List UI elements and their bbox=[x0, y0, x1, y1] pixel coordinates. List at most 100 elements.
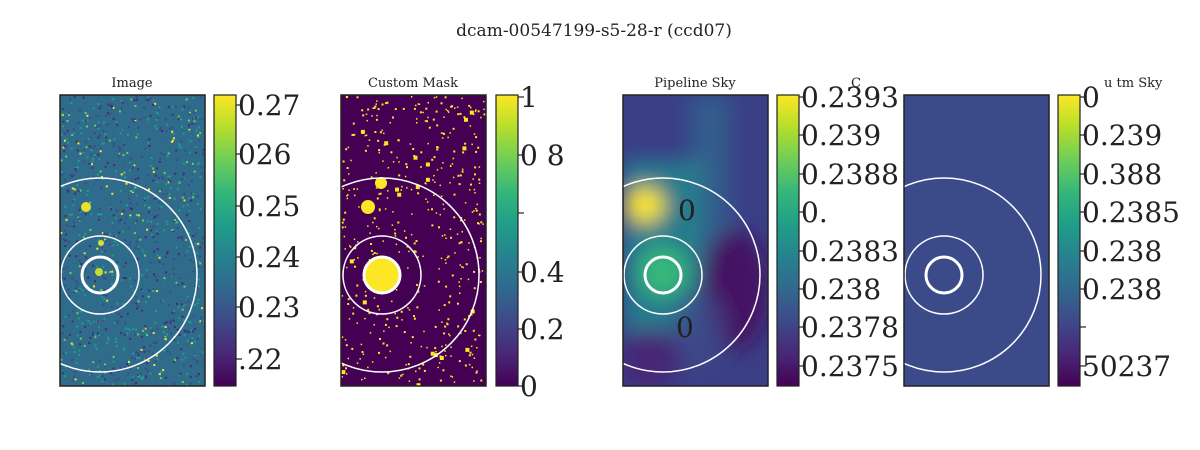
noise-pixel bbox=[186, 372, 189, 375]
mask-speck bbox=[453, 193, 456, 196]
noise-pixel bbox=[128, 125, 131, 128]
noise-pixel bbox=[174, 221, 177, 224]
noise-pixel bbox=[137, 265, 140, 268]
noise-pixel bbox=[79, 287, 81, 290]
noise-pixel bbox=[160, 197, 163, 200]
noise-pixel bbox=[73, 346, 76, 349]
colorbar bbox=[213, 94, 237, 387]
noise-pixel bbox=[66, 266, 69, 269]
noise-pixel bbox=[160, 300, 163, 303]
noise-pixel bbox=[76, 184, 79, 186]
noise-pixel bbox=[112, 145, 115, 148]
mask-speck bbox=[454, 107, 456, 109]
mask-speck bbox=[368, 139, 371, 141]
noise-pixel bbox=[201, 361, 204, 364]
noise-pixel bbox=[195, 232, 197, 235]
noise-pixel bbox=[155, 354, 158, 357]
mask-speck bbox=[469, 125, 472, 127]
mask-speck bbox=[368, 259, 371, 261]
noise-pixel bbox=[124, 242, 127, 245]
noise-pixel bbox=[118, 313, 121, 316]
mask-speck bbox=[444, 350, 446, 352]
mask-speck bbox=[343, 179, 346, 182]
noise-pixel bbox=[131, 222, 134, 225]
noise-pixel bbox=[153, 147, 156, 150]
noise-pixel bbox=[172, 132, 175, 135]
noise-pixel bbox=[155, 259, 158, 262]
noise-pixel bbox=[94, 344, 97, 347]
mask-speck bbox=[358, 206, 360, 208]
noise-pixel bbox=[183, 245, 186, 248]
noise-pixel bbox=[200, 160, 203, 162]
noise-pixel bbox=[97, 178, 99, 181]
noise-pixel bbox=[173, 326, 176, 328]
noise-pixel bbox=[201, 374, 204, 377]
noise-pixel bbox=[127, 327, 130, 330]
noise-pixel bbox=[132, 381, 135, 384]
noise-pixel bbox=[145, 357, 148, 360]
noise-pixel bbox=[192, 315, 195, 318]
noise-pixel bbox=[162, 369, 165, 372]
mask-speck bbox=[341, 336, 344, 338]
noise-pixel bbox=[85, 163, 88, 166]
noise-pixel bbox=[129, 157, 132, 160]
mask-speck bbox=[374, 105, 377, 108]
noise-pixel bbox=[180, 137, 182, 140]
noise-pixel bbox=[183, 200, 186, 203]
noise-pixel bbox=[173, 361, 175, 363]
noise-pixel bbox=[135, 136, 138, 139]
noise-pixel bbox=[148, 145, 151, 147]
mask-speck bbox=[346, 373, 348, 375]
noise-pixel bbox=[181, 238, 184, 241]
mask-speck bbox=[383, 132, 385, 135]
mask-speck bbox=[384, 323, 387, 326]
noise-pixel bbox=[76, 283, 79, 286]
noise-pixel bbox=[146, 362, 149, 364]
noise-pixel bbox=[132, 352, 135, 355]
noise-pixel bbox=[108, 243, 111, 246]
noise-pixel bbox=[124, 277, 127, 280]
mask-speck bbox=[354, 247, 357, 250]
mask-speck bbox=[475, 209, 478, 212]
noise-pixel bbox=[155, 178, 158, 181]
noise-pixel bbox=[151, 317, 154, 320]
noise-pixel bbox=[149, 261, 152, 264]
noise-pixel bbox=[97, 136, 100, 139]
noise-pixel bbox=[166, 293, 169, 296]
mask-speck bbox=[480, 379, 483, 382]
noise-pixel bbox=[97, 213, 100, 216]
mask-speck bbox=[469, 189, 471, 191]
noise-pixel bbox=[130, 179, 133, 182]
mask-speck bbox=[478, 223, 480, 225]
noise-pixel bbox=[68, 314, 70, 317]
mask-speck bbox=[364, 149, 367, 152]
noise-pixel bbox=[171, 144, 174, 147]
noise-pixel bbox=[83, 149, 86, 152]
noise-pixel bbox=[113, 374, 116, 377]
colorbar-tick-label: 0.2375 bbox=[801, 350, 899, 383]
mask-speck bbox=[465, 263, 468, 266]
noise-pixel bbox=[117, 378, 120, 380]
mask-speck bbox=[445, 354, 447, 357]
noise-pixel bbox=[154, 174, 157, 177]
noise-pixel bbox=[167, 178, 170, 181]
noise-pixel bbox=[72, 132, 75, 135]
mask-speck bbox=[384, 208, 387, 210]
noise-pixel bbox=[201, 351, 204, 354]
noise-pixel bbox=[194, 306, 197, 308]
noise-pixel bbox=[174, 259, 177, 262]
mask-speck bbox=[464, 364, 467, 367]
mask-speck bbox=[478, 334, 480, 337]
noise-pixel bbox=[92, 213, 95, 216]
noise-pixel bbox=[201, 189, 203, 192]
noise-pixel bbox=[176, 188, 179, 190]
mask-speck bbox=[442, 132, 444, 135]
mask-speck bbox=[418, 103, 421, 105]
noise-pixel bbox=[152, 312, 155, 315]
noise-pixel bbox=[64, 345, 67, 348]
mask-speck bbox=[353, 258, 355, 261]
colorbar-tick-label: 0.239 bbox=[1082, 119, 1162, 152]
mask-speck bbox=[379, 338, 381, 340]
noise-pixel bbox=[152, 332, 155, 335]
noise-pixel bbox=[100, 114, 102, 117]
